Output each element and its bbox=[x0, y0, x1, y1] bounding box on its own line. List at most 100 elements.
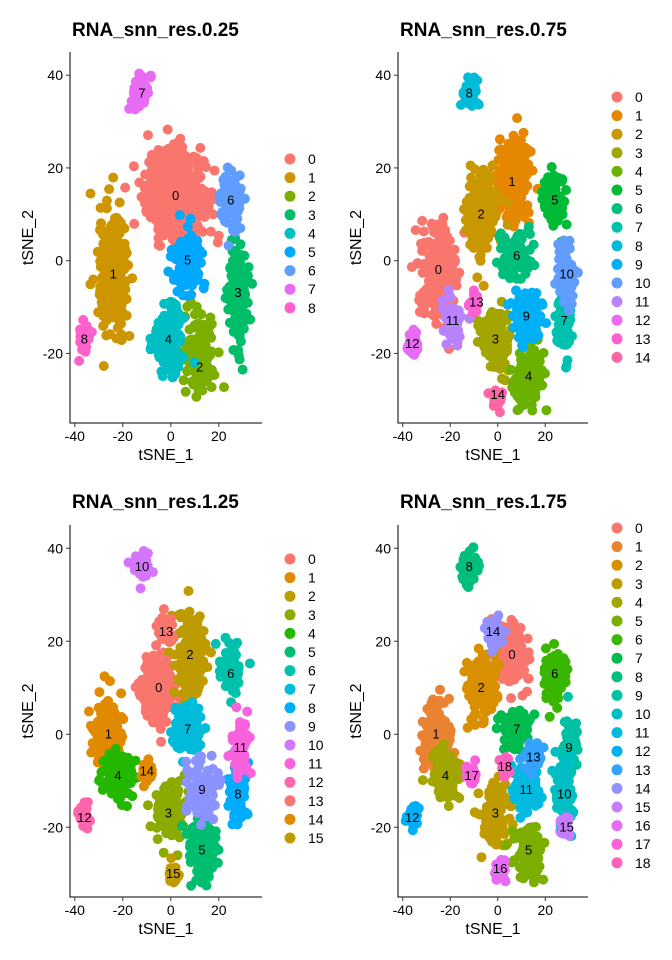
point bbox=[557, 174, 568, 185]
legend-swatch bbox=[611, 333, 623, 345]
cluster-7-points bbox=[124, 68, 156, 115]
legend-label: 3 bbox=[635, 145, 643, 161]
x-tick-label: -40 bbox=[393, 428, 413, 444]
point bbox=[156, 736, 167, 747]
point bbox=[239, 193, 250, 204]
y-tick-label: 20 bbox=[47, 160, 63, 176]
point bbox=[74, 355, 85, 366]
y-axis-label: tSNE_2 bbox=[348, 210, 365, 265]
cluster-label: 4 bbox=[165, 332, 172, 347]
point bbox=[120, 182, 131, 193]
point bbox=[508, 149, 519, 160]
legend-label: 2 bbox=[308, 188, 316, 204]
point bbox=[126, 96, 137, 107]
point bbox=[523, 352, 534, 363]
point bbox=[159, 298, 170, 309]
legend-swatch bbox=[284, 283, 296, 295]
point bbox=[166, 357, 177, 368]
point bbox=[226, 288, 237, 299]
legend-label: 3 bbox=[308, 207, 316, 223]
cluster-label: 8 bbox=[81, 332, 88, 347]
legend-swatch bbox=[611, 351, 623, 363]
point bbox=[117, 781, 128, 792]
point bbox=[233, 330, 244, 341]
legend-label: 6 bbox=[308, 263, 316, 279]
point bbox=[183, 237, 194, 248]
point bbox=[144, 183, 155, 194]
point bbox=[181, 756, 192, 767]
point bbox=[231, 702, 242, 713]
point bbox=[112, 721, 123, 732]
point bbox=[488, 195, 499, 206]
point bbox=[174, 659, 185, 670]
point bbox=[520, 268, 531, 279]
point bbox=[523, 159, 534, 170]
point bbox=[161, 655, 172, 666]
point bbox=[244, 658, 255, 669]
point bbox=[552, 328, 562, 339]
point bbox=[178, 375, 189, 386]
point bbox=[129, 218, 140, 229]
point bbox=[135, 583, 146, 594]
y-tick-label: 0 bbox=[383, 253, 391, 269]
point bbox=[193, 373, 204, 384]
point bbox=[182, 261, 192, 271]
legend-label: 4 bbox=[635, 163, 643, 179]
cluster-label: 0 bbox=[435, 262, 442, 277]
point bbox=[143, 800, 153, 811]
legend-swatch bbox=[611, 221, 623, 233]
cluster-label: 0 bbox=[172, 188, 179, 203]
point bbox=[199, 212, 210, 222]
point bbox=[541, 405, 552, 416]
x-axis-label: tSNE_1 bbox=[465, 447, 520, 464]
x-tick-label: 20 bbox=[537, 428, 553, 444]
point bbox=[216, 657, 227, 668]
point bbox=[185, 277, 196, 288]
point bbox=[187, 187, 198, 198]
point bbox=[127, 791, 138, 802]
point bbox=[104, 274, 115, 285]
point bbox=[562, 339, 573, 350]
point bbox=[201, 195, 212, 206]
legend-swatch bbox=[611, 203, 623, 215]
legend-swatch bbox=[611, 240, 623, 252]
point bbox=[163, 196, 174, 207]
point bbox=[102, 709, 113, 720]
legend-swatch bbox=[611, 314, 623, 326]
point bbox=[151, 215, 162, 226]
point bbox=[527, 405, 538, 416]
cluster-label: 11 bbox=[446, 313, 460, 328]
point bbox=[494, 145, 505, 156]
point bbox=[494, 231, 505, 242]
point bbox=[162, 124, 173, 135]
point bbox=[114, 197, 125, 208]
point bbox=[170, 176, 181, 187]
point bbox=[109, 243, 120, 254]
cluster-label: 7 bbox=[561, 313, 568, 328]
cluster-label: 6 bbox=[513, 248, 520, 263]
point bbox=[172, 348, 183, 359]
point bbox=[164, 143, 175, 154]
point bbox=[163, 266, 174, 277]
cluster-label: 5 bbox=[184, 253, 191, 268]
x-tick-label: 0 bbox=[494, 428, 502, 444]
point bbox=[474, 187, 485, 198]
point bbox=[490, 211, 501, 222]
x-tick-label: 0 bbox=[167, 428, 175, 444]
point bbox=[202, 353, 213, 364]
point bbox=[487, 160, 498, 171]
point bbox=[207, 790, 218, 801]
point bbox=[174, 152, 185, 163]
point bbox=[194, 322, 205, 333]
point bbox=[491, 313, 502, 324]
point bbox=[197, 828, 208, 839]
point bbox=[528, 239, 539, 250]
point bbox=[189, 357, 200, 368]
point bbox=[146, 150, 157, 160]
legend-swatch bbox=[284, 227, 296, 239]
legend-swatch bbox=[284, 302, 296, 314]
point bbox=[507, 262, 517, 272]
point bbox=[119, 243, 130, 254]
legend-label: 6 bbox=[635, 201, 643, 217]
legend-label: 5 bbox=[308, 244, 316, 260]
